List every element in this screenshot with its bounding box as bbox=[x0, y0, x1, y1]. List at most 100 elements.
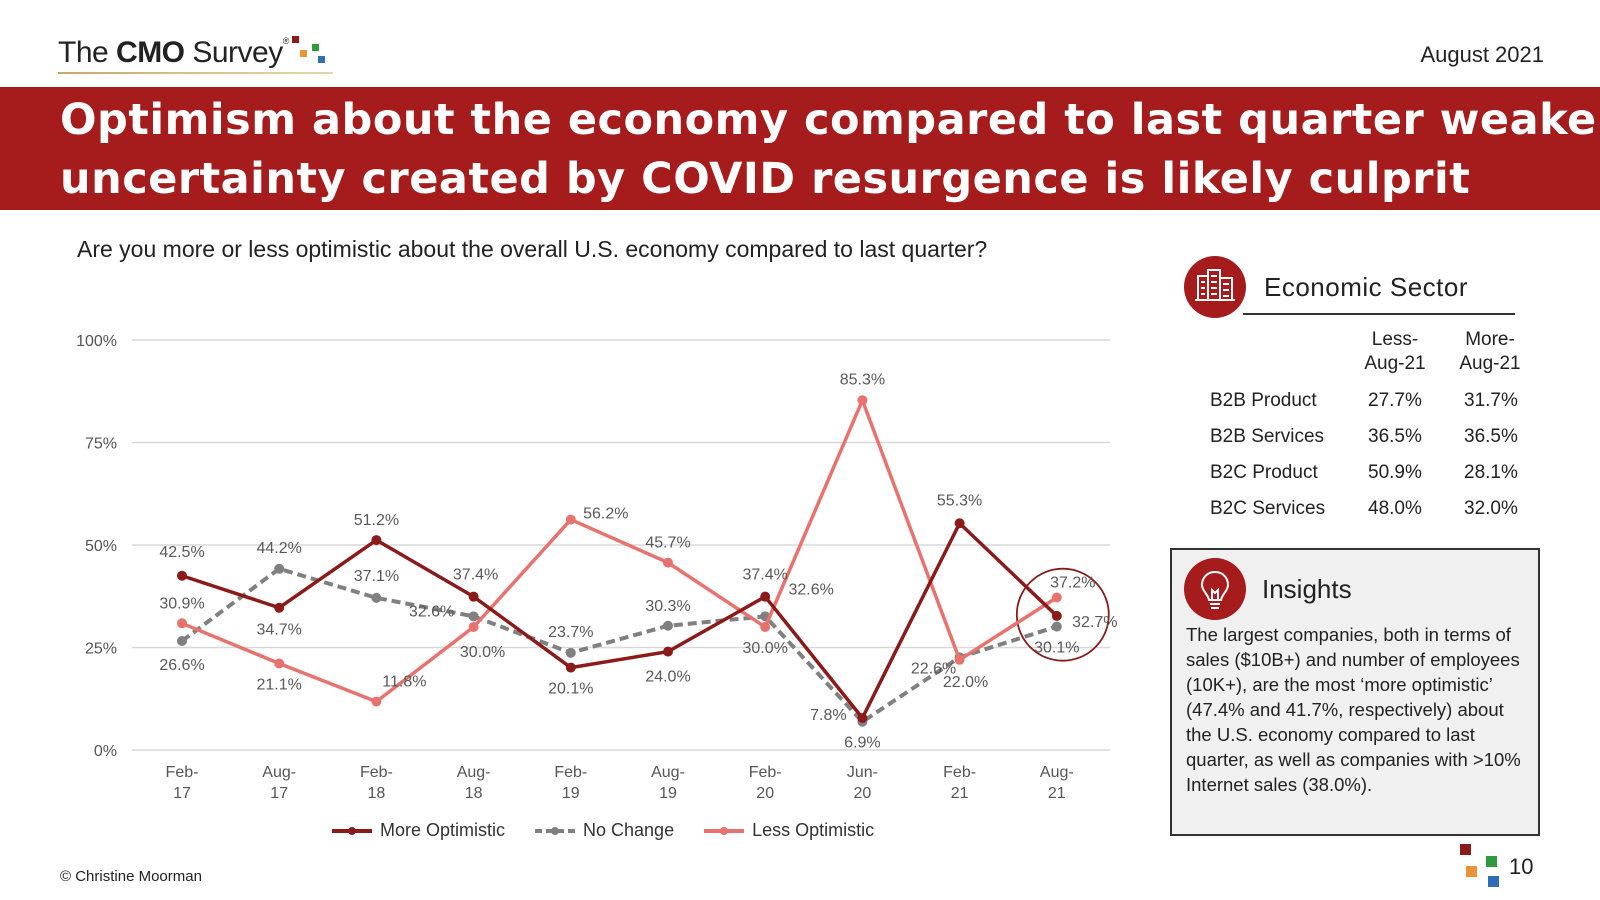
data-point bbox=[954, 654, 965, 665]
highlight-circle bbox=[1015, 567, 1110, 662]
legend-nochange-label: No Change bbox=[583, 820, 675, 840]
data-label: 32.6% bbox=[409, 603, 454, 620]
data-point bbox=[371, 592, 382, 603]
logo-underline bbox=[58, 72, 333, 74]
legend-nochange-swatch bbox=[535, 826, 576, 835]
x-tick-label: 18 bbox=[465, 785, 483, 802]
data-point bbox=[177, 635, 187, 646]
data-label: 30.0% bbox=[743, 640, 788, 657]
row-more-value: 31.7% bbox=[1464, 390, 1518, 411]
title-banner: Optimism about the economy compared to l… bbox=[0, 87, 1600, 210]
title-line-2: uncertainty created by COVID resurgence … bbox=[60, 154, 1471, 204]
x-tick-label: 21 bbox=[1048, 785, 1066, 802]
insights-box: Insights The largest companies, both in … bbox=[1170, 548, 1540, 836]
legend-more-optimistic: More Optimistic bbox=[330, 820, 505, 841]
x-tick-label: Jun- bbox=[847, 764, 878, 781]
data-label: 44.2% bbox=[257, 540, 302, 557]
sector-divider bbox=[1243, 313, 1515, 315]
data-point bbox=[274, 563, 285, 574]
legend-more-label: More Optimistic bbox=[380, 820, 506, 840]
data-label: 32.7% bbox=[1072, 614, 1117, 631]
data-point bbox=[274, 602, 285, 613]
city-buildings-icon bbox=[1184, 256, 1246, 318]
x-tick-label: Feb- bbox=[360, 764, 393, 781]
x-tick-label: 17 bbox=[270, 785, 288, 802]
data-label: 7.8% bbox=[810, 707, 846, 724]
data-label: 30.9% bbox=[159, 595, 204, 612]
data-point bbox=[760, 591, 771, 602]
data-point bbox=[565, 514, 576, 525]
data-label: 26.6% bbox=[159, 657, 204, 674]
data-point bbox=[663, 620, 673, 631]
data-point bbox=[371, 696, 382, 707]
data-point bbox=[468, 622, 479, 632]
legend-no-change: No Change bbox=[533, 820, 674, 841]
row-more-value: 28.1% bbox=[1464, 462, 1518, 483]
logo-dots-icon bbox=[292, 36, 325, 63]
chart-legend: More Optimistic No Change Less Optimisti… bbox=[330, 820, 874, 841]
row-label: B2B Services bbox=[1210, 426, 1325, 447]
legend-less-swatch bbox=[704, 826, 745, 835]
series-line-more-optimistic bbox=[181, 521, 1059, 720]
legend-less-label: Less Optimistic bbox=[752, 820, 875, 840]
data-label: 51.2% bbox=[354, 512, 399, 529]
page-number: 10 bbox=[1509, 854, 1534, 879]
x-tick-label: 20 bbox=[756, 785, 774, 802]
data-label: 37.4% bbox=[743, 567, 788, 584]
footer-dots-icon bbox=[1460, 844, 1499, 887]
lightbulb-icon bbox=[1184, 558, 1246, 620]
insights-title: Insights bbox=[1262, 574, 1352, 604]
row-less-value: 36.5% bbox=[1368, 426, 1422, 447]
data-point bbox=[1051, 610, 1062, 621]
col-header-less: Less- Aug-21 bbox=[1350, 328, 1440, 376]
x-tick-label: Aug- bbox=[457, 764, 491, 781]
data-point bbox=[177, 570, 187, 581]
x-tick-label: Aug- bbox=[1040, 764, 1074, 781]
legend-less-optimistic: Less Optimistic bbox=[702, 820, 874, 841]
series-line-no-change bbox=[180, 566, 1058, 724]
optimism-line-chart: 0% 25% 50% 75% 100% Feb- 17 Aug- 17 Feb- 18 Aug- 18 F… bbox=[76, 333, 1117, 802]
data-label: 56.2% bbox=[583, 506, 628, 523]
data-label: 24.0% bbox=[645, 669, 690, 686]
survey-question: Are you more or less optimistic about th… bbox=[77, 236, 988, 262]
data-point bbox=[468, 611, 479, 622]
data-label: 85.3% bbox=[840, 371, 885, 388]
x-tick-label: 18 bbox=[368, 785, 386, 802]
data-point bbox=[760, 622, 771, 632]
data-label: 37.4% bbox=[453, 567, 498, 584]
data-label: 22.0% bbox=[943, 674, 988, 691]
x-tick-label: 19 bbox=[659, 785, 677, 802]
x-tick-label: 17 bbox=[173, 785, 191, 802]
data-label: 6.9% bbox=[844, 735, 880, 752]
copyright: © Christine Moorman bbox=[60, 868, 202, 885]
y-tick-label: 25% bbox=[85, 641, 117, 658]
data-label: 22.6% bbox=[911, 660, 956, 677]
y-tick-label: 50% bbox=[85, 538, 117, 555]
data-label: 37.1% bbox=[354, 568, 399, 585]
legend-more-swatch bbox=[332, 826, 372, 835]
x-tick-label: 19 bbox=[562, 785, 580, 802]
row-more-value: 32.0% bbox=[1464, 498, 1518, 519]
table-row: B2B Product 27.7% 31.7% bbox=[1210, 390, 1540, 414]
report-date: August 2021 bbox=[1420, 42, 1544, 67]
title-line-1: Optimism about the economy compared to l… bbox=[60, 95, 1600, 145]
data-label: 23.7% bbox=[548, 624, 593, 641]
data-label: 42.5% bbox=[159, 544, 204, 561]
data-point bbox=[663, 646, 673, 657]
x-tick-label: Feb- bbox=[943, 764, 976, 781]
data-label: 34.7% bbox=[257, 622, 302, 639]
data-point bbox=[954, 518, 965, 529]
row-less-value: 27.7% bbox=[1368, 390, 1422, 411]
data-label: 55.3% bbox=[937, 492, 982, 509]
data-label: 20.1% bbox=[548, 681, 593, 698]
x-tick-label: Feb- bbox=[554, 764, 587, 781]
row-less-value: 50.9% bbox=[1368, 462, 1422, 483]
x-tick-label: 20 bbox=[854, 785, 872, 802]
logo-text: The CMO Survey® bbox=[58, 36, 289, 69]
row-label: B2B Product bbox=[1210, 390, 1317, 411]
data-point bbox=[857, 395, 868, 406]
x-tick-label: Feb- bbox=[749, 764, 782, 781]
data-point bbox=[565, 647, 576, 658]
data-point bbox=[857, 713, 868, 724]
data-point bbox=[663, 557, 673, 568]
